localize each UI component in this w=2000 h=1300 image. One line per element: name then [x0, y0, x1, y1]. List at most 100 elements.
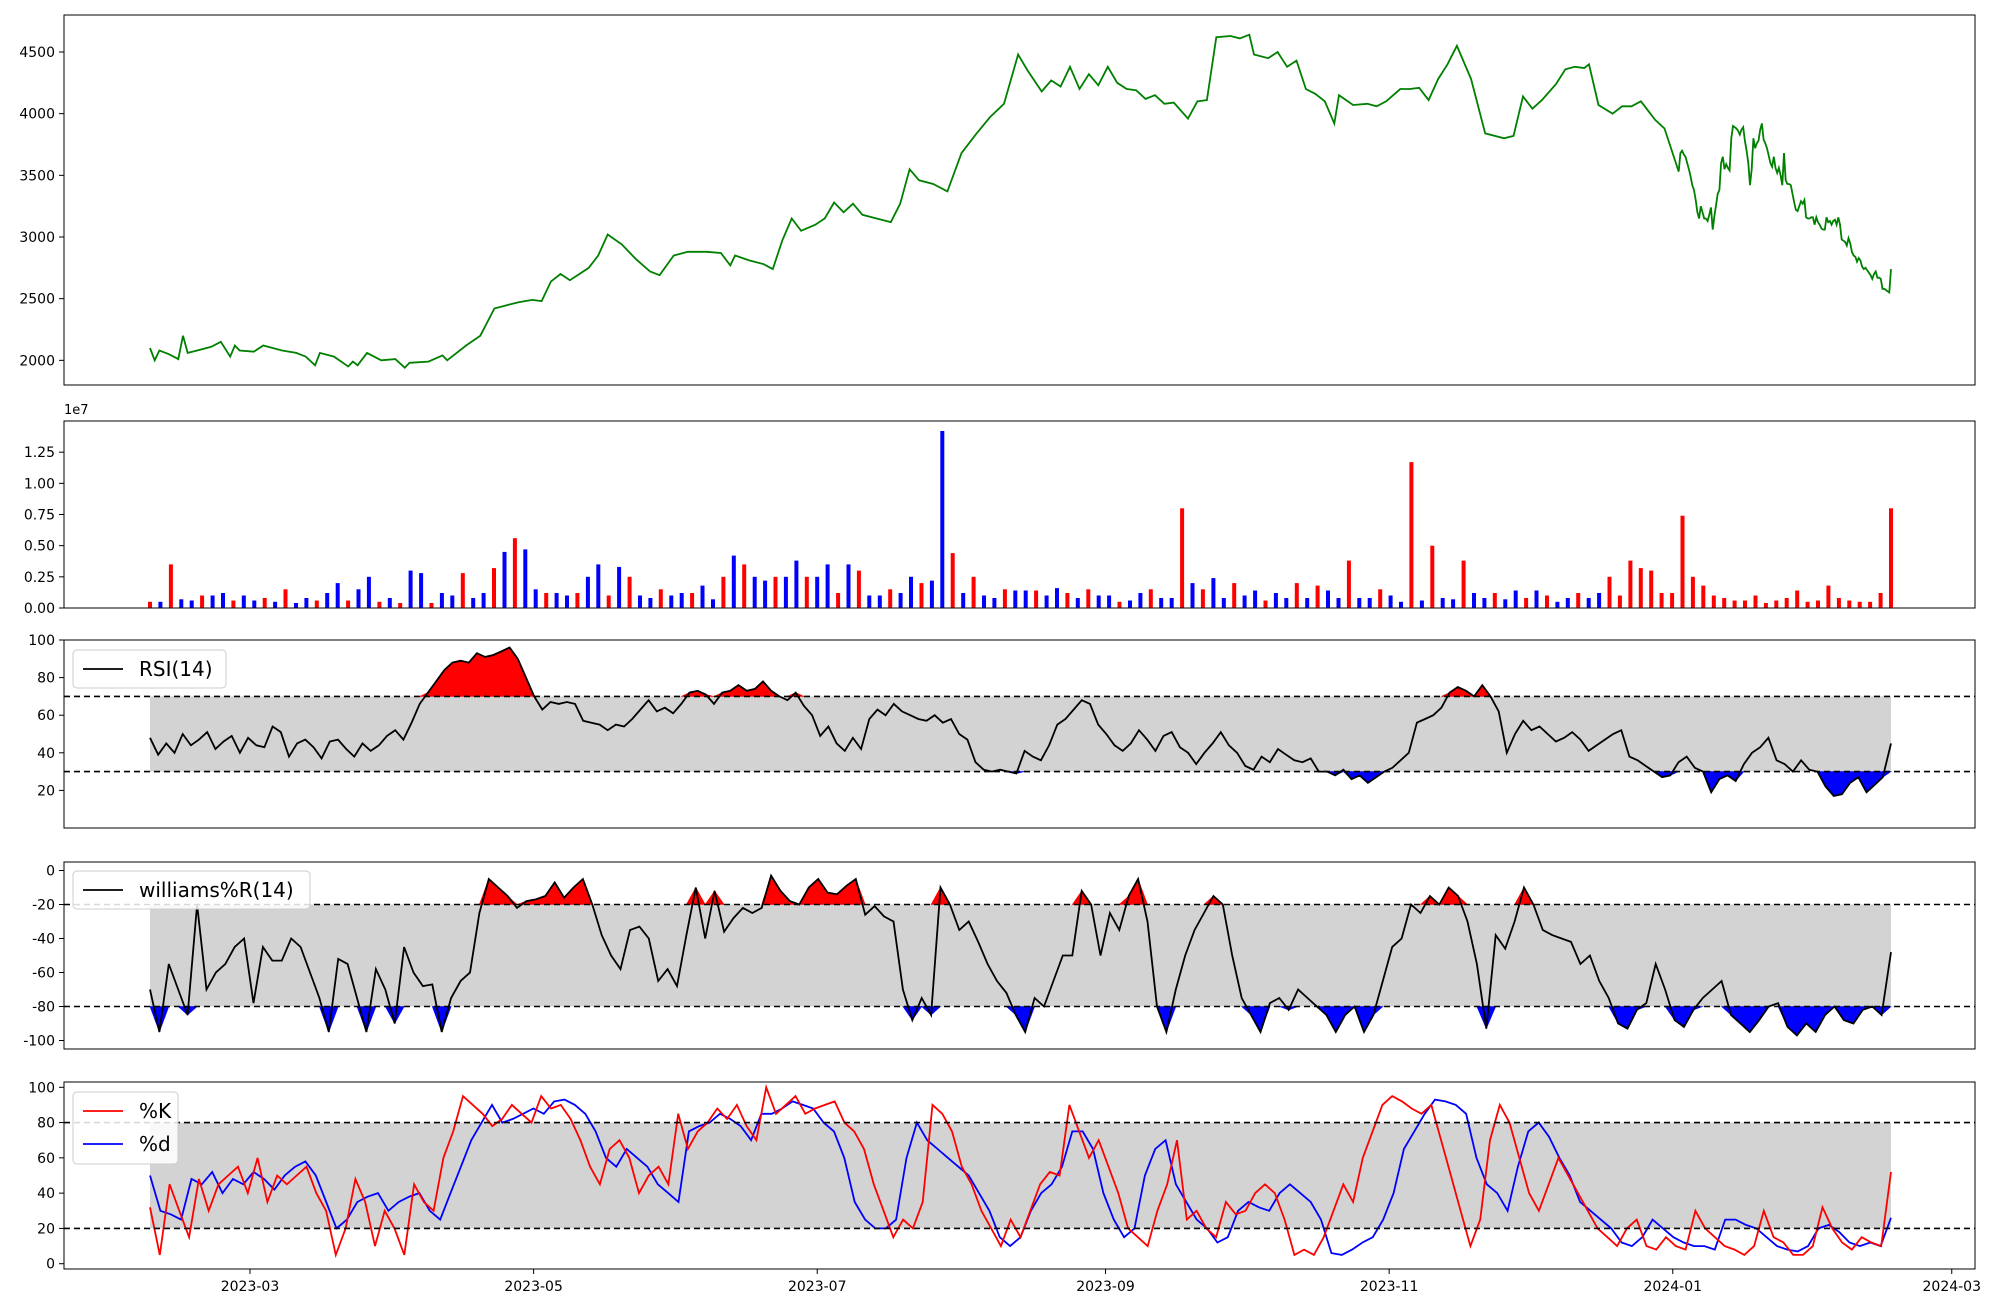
rsi-y-tick-label: 40	[37, 746, 55, 762]
volume-bar-down	[1169, 598, 1174, 608]
volume-bar-down	[1044, 595, 1049, 608]
volume-bar-down	[1565, 598, 1570, 608]
williams-y-tick-label: -100	[23, 1034, 55, 1050]
price-y-axis: 2000 2500 3000 3500 4000 4500	[19, 45, 64, 369]
volume-bar-up	[1847, 600, 1852, 608]
volume-bar-down	[763, 580, 768, 608]
volume-bar-down	[1597, 593, 1602, 608]
volume-bar-down	[669, 595, 674, 608]
volume-bar-up	[627, 576, 632, 608]
volume-bar-down	[1440, 598, 1445, 608]
volume-bar-down	[554, 593, 559, 608]
price-frame	[63, 14, 1976, 386]
volume-bar-up	[1711, 595, 1716, 608]
volume-bar-down	[617, 566, 622, 608]
volume-bar-down	[304, 598, 309, 608]
volume-bar-up	[283, 589, 288, 608]
williams-y-tick-label: -20	[32, 898, 55, 914]
volume-bar-up	[721, 576, 726, 608]
volume-bar-down	[523, 549, 528, 608]
volume-bar-down	[1419, 600, 1424, 608]
volume-bar-up	[658, 589, 663, 608]
rsi-overbought-fill	[476, 652, 486, 697]
volume-bar-up	[1763, 603, 1768, 608]
volume-y-axis: 0.00 0.25 0.50 0.75 1.00 1.25	[24, 445, 64, 617]
volume-bar-down	[898, 593, 903, 608]
williams-y-axis: 0 -20 -40 -60 -80 -100	[23, 864, 64, 1050]
volume-bar-down	[711, 599, 715, 608]
volume-bar-up	[1492, 593, 1497, 608]
volume-bar-up	[398, 603, 403, 608]
volume-bar-down	[189, 600, 194, 608]
volume-bar-down	[439, 593, 444, 608]
volume-bar-down	[1503, 599, 1508, 608]
volume-bar-up	[1002, 589, 1007, 608]
price-y-tick-label: 4000	[19, 107, 55, 123]
volume-bar-down	[1273, 593, 1278, 608]
volume-bar-down	[992, 598, 997, 608]
volume-bar-down	[366, 576, 371, 608]
volume-bar-down	[565, 595, 569, 608]
volume-bar-down	[335, 583, 340, 608]
williams-series-line	[149, 873, 1892, 1037]
volume-bar-down	[252, 600, 257, 608]
volume-bars	[148, 431, 1893, 608]
volume-bar-down	[1555, 601, 1560, 608]
volume-bar-down	[1326, 590, 1330, 608]
volume-bar-down	[1305, 598, 1310, 608]
volume-bar-up	[148, 601, 152, 608]
volume-panel: 0.00 0.25 0.50 0.75 1.00 1.25 1e7	[24, 403, 1976, 617]
volume-bar-down	[929, 580, 934, 608]
volume-y-tick-label: 0.25	[24, 570, 55, 586]
volume-bar-up	[262, 598, 267, 608]
volume-bar-up	[460, 573, 465, 608]
date-tick-label: 2024-01	[1644, 1279, 1703, 1295]
volume-bar-up	[1659, 593, 1664, 608]
williams-legend-label: williams%R(14)	[139, 878, 294, 902]
date-x-axis: 2023-03 2023-05 2023-07 2023-09 2023-11 2024-…	[221, 1269, 1981, 1295]
volume-bar-down	[356, 589, 361, 608]
volume-bar-up	[168, 564, 173, 608]
rsi-frame	[63, 639, 1976, 829]
volume-bar-down	[533, 589, 538, 608]
rsi-overbought-fill	[501, 647, 510, 697]
rsi-y-tick-label: 100	[28, 633, 55, 649]
stochastic-legend-d-label: %d	[139, 1132, 171, 1156]
volume-bar-up	[1545, 595, 1549, 608]
volume-bar-down	[1107, 595, 1112, 608]
volume-bar-up	[1826, 585, 1831, 608]
volume-bar-up	[1315, 585, 1320, 608]
price-y-tick-label: 2000	[19, 353, 55, 369]
volume-bar-up	[1617, 595, 1622, 608]
rsi-y-axis: 20 40 60 80 100	[28, 633, 64, 799]
date-tick-label: 2023-11	[1360, 1279, 1419, 1295]
price-panel: 2000 2500 3000 3500 4000 4500	[19, 14, 1976, 386]
date-tick-label: 2023-09	[1076, 1279, 1135, 1295]
volume-bar-up	[1753, 595, 1758, 608]
volume-bar-down	[1211, 578, 1216, 608]
volume-bar-up	[544, 593, 549, 608]
rsi-overbought-fill	[452, 660, 461, 697]
volume-bar-up	[804, 576, 809, 608]
stochastic-frame	[63, 1081, 1976, 1270]
stochastic-neutral-band	[150, 1122, 1891, 1229]
volume-bar-up	[606, 595, 611, 608]
volume-bar-down	[1357, 598, 1362, 608]
williams-neutral-band	[150, 904, 1891, 1007]
stochastic-y-axis: 0 20 40 60 80 100	[28, 1080, 64, 1273]
volume-bar-down	[294, 603, 298, 608]
volume-bar-down	[585, 576, 590, 608]
volume-bar-up	[1857, 601, 1862, 608]
rsi-y-tick-label: 20	[37, 783, 55, 799]
williams-y-tick-label: -80	[32, 1000, 55, 1016]
rsi-y-tick-label: 80	[37, 671, 55, 687]
williams-legend-box	[72, 870, 311, 910]
williams-y-tick-label: -60	[32, 966, 55, 982]
volume-y-tick-label: 0.00	[24, 601, 55, 617]
volume-bar-down	[1138, 593, 1143, 608]
volume-bar-down	[1242, 595, 1247, 608]
volume-bar-up	[1117, 601, 1122, 608]
volume-bar-down	[1096, 595, 1101, 608]
volume-bar-up	[1690, 576, 1695, 608]
